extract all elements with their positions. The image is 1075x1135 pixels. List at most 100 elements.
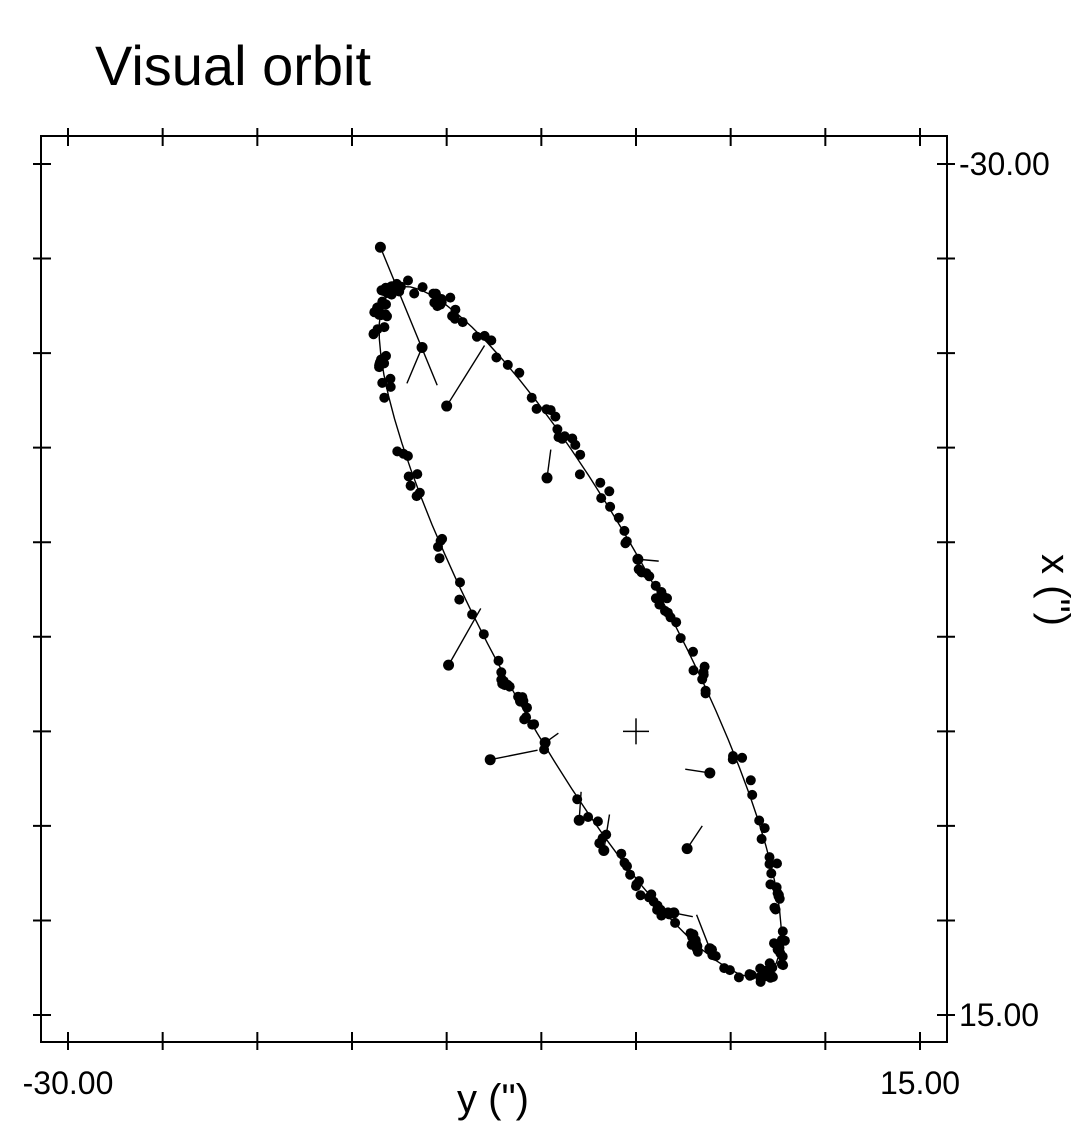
- observation-point: [777, 951, 788, 962]
- observation-point: [405, 480, 416, 491]
- observation-point: [486, 335, 497, 346]
- observation-point: [772, 858, 782, 869]
- observation-point: [395, 281, 406, 292]
- observation-point: [704, 767, 716, 779]
- observation-point: [493, 655, 504, 666]
- observation-point: [381, 350, 391, 361]
- observation-point: [737, 752, 748, 763]
- observation-point: [443, 659, 455, 671]
- observation-point: [664, 909, 675, 920]
- observation-point: [755, 963, 766, 974]
- observation-point: [616, 848, 627, 859]
- observation-point: [377, 377, 388, 388]
- y-axis-label: x ("): [1033, 554, 1075, 626]
- observation-point: [771, 882, 782, 893]
- observation-point: [747, 789, 758, 800]
- observation-point: [521, 712, 532, 723]
- observation-point: [398, 448, 409, 459]
- observation-point: [745, 775, 756, 786]
- observation-point: [414, 487, 425, 498]
- residual-line: [379, 246, 438, 386]
- observation-point: [710, 951, 721, 962]
- observation-point: [376, 285, 387, 296]
- observation-point: [764, 859, 775, 869]
- observation-point: [550, 411, 561, 422]
- y-tick-label: 15.00: [959, 997, 1039, 1033]
- orbit-ellipse: [378, 285, 782, 979]
- observation-point: [478, 629, 489, 640]
- observation-point: [526, 392, 537, 403]
- observation-point: [428, 288, 439, 299]
- orbit-curve: [378, 285, 782, 979]
- observation-point: [650, 593, 661, 604]
- observation-point: [604, 486, 615, 497]
- observation-point: [595, 477, 606, 488]
- observation-point: [688, 646, 698, 657]
- observation-point: [766, 868, 777, 879]
- observation-point: [592, 816, 603, 827]
- axis-ticks: [33, 128, 955, 1050]
- observation-point: [635, 890, 646, 901]
- observation-point: [719, 963, 730, 974]
- observation-point: [379, 299, 390, 310]
- axis-tick-labels: -30.00 15.00 -30.00 15.00: [23, 146, 1050, 1101]
- observation-point: [374, 241, 386, 253]
- observation-point: [552, 424, 563, 435]
- observation-point: [770, 904, 781, 915]
- y-tick-label: -30.00: [959, 146, 1050, 182]
- observation-point: [539, 744, 550, 755]
- observation-point: [496, 667, 507, 678]
- observation-point: [597, 833, 608, 844]
- observation-point: [502, 679, 513, 690]
- observation-point: [659, 592, 670, 603]
- observation-point: [700, 688, 711, 699]
- x-tick-label: -30.00: [23, 1065, 114, 1101]
- observation-point: [686, 939, 697, 950]
- observation-point: [697, 674, 708, 685]
- observation-point: [655, 904, 666, 915]
- observation-point: [776, 934, 787, 945]
- observation-point: [625, 869, 636, 880]
- observation-point: [727, 754, 738, 765]
- observation-point: [527, 719, 538, 730]
- observation-point: [688, 665, 699, 676]
- observation-point: [675, 633, 686, 644]
- observation-point: [567, 433, 578, 444]
- observation-point: [467, 609, 478, 620]
- observation-point: [403, 471, 414, 482]
- observation-point: [574, 469, 585, 480]
- observation-point: [435, 535, 446, 546]
- observation-point: [769, 938, 779, 949]
- residual-line: [406, 347, 423, 384]
- residual-line: [695, 914, 711, 950]
- observation-point: [412, 469, 423, 480]
- observation-point: [685, 928, 696, 939]
- observation-point: [484, 754, 496, 766]
- observation-point: [754, 815, 765, 826]
- observation-point: [379, 322, 390, 333]
- observation-point: [441, 400, 453, 412]
- observation-point: [502, 359, 513, 370]
- observation-point: [746, 970, 757, 980]
- observation-point: [648, 896, 659, 907]
- observation-point: [553, 432, 564, 443]
- observation-point: [777, 926, 788, 937]
- residual-line: [490, 749, 538, 761]
- observation-point: [432, 301, 443, 312]
- observation-point: [385, 373, 396, 384]
- observation-point: [385, 381, 396, 392]
- observation-point: [541, 472, 553, 484]
- observation-point: [522, 702, 532, 713]
- observation-point: [773, 891, 784, 902]
- observation-point: [765, 962, 776, 973]
- observation-point: [575, 449, 586, 460]
- observation-point: [573, 814, 585, 826]
- observation-point: [605, 501, 616, 512]
- observation-point: [374, 357, 385, 368]
- observation-point: [416, 341, 428, 353]
- observation-point: [531, 403, 542, 414]
- observation-point: [445, 292, 456, 303]
- observation-point: [583, 812, 594, 822]
- observation-point: [368, 329, 379, 340]
